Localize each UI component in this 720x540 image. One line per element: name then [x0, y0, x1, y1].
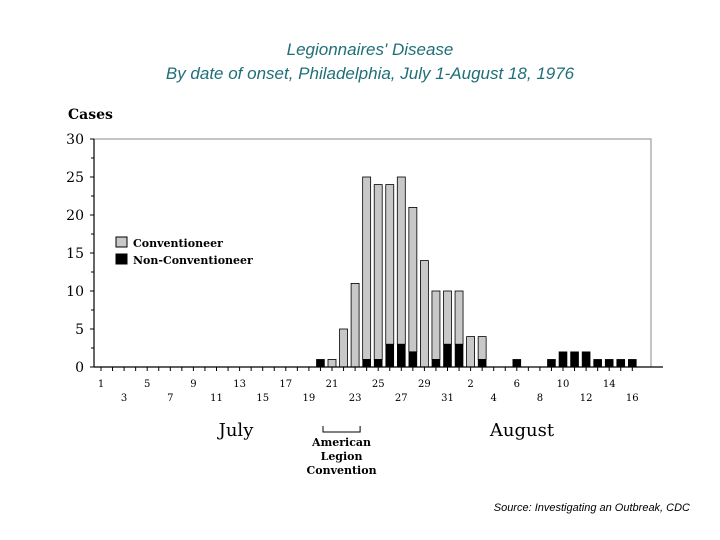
x-tick-label: 17: [279, 379, 292, 390]
convention-bracket: [322, 426, 361, 433]
x-tick-label: 8: [537, 393, 543, 404]
bar-non-conventioneer: [443, 343, 452, 368]
x-tick-label: 31: [441, 393, 454, 404]
x-tick-label: 9: [190, 379, 196, 390]
month-label-july: July: [217, 420, 255, 441]
x-tick-label: 29: [418, 379, 431, 390]
bar-non-conventioneer: [616, 359, 626, 368]
bar-conventioneer: [431, 290, 441, 360]
bar-non-conventioneer: [558, 351, 568, 368]
bar-conventioneer: [373, 184, 383, 360]
convention-annotation-line: Legion: [321, 450, 363, 463]
x-tick-label: 14: [603, 379, 616, 390]
x-tick-label: 10: [557, 379, 570, 390]
bar-non-conventioneer: [431, 359, 441, 368]
bar-conventioneer: [327, 358, 337, 368]
y-tick-label: 25: [66, 170, 84, 186]
month-label-august: August: [489, 420, 555, 441]
bar-conventioneer: [454, 290, 464, 345]
bar-non-conventioneer: [512, 359, 522, 368]
legend-swatch-non-conventioneer: [115, 253, 128, 265]
bar-non-conventioneer: [477, 359, 487, 368]
bar-non-conventioneer: [570, 351, 579, 368]
y-tick-label: 30: [66, 132, 84, 148]
x-tick-label: 11: [210, 393, 223, 404]
x-tick-label: 23: [349, 393, 362, 404]
bar-conventioneer: [477, 336, 487, 360]
bar-conventioneer: [408, 206, 418, 353]
y-tick-label: 0: [75, 360, 84, 376]
x-tick-label: 1: [98, 379, 104, 390]
bar-non-conventioneer: [396, 343, 406, 368]
source-note: Source: Investigating an Outbreak, CDC: [493, 502, 690, 514]
x-tick-label: 27: [395, 393, 408, 404]
bar-conventioneer: [385, 184, 395, 345]
x-tick-label: 15: [256, 393, 269, 404]
x-tick-label: 7: [167, 393, 173, 404]
bar-non-conventioneer: [454, 343, 464, 368]
x-tick-label: 21: [326, 379, 339, 390]
legend-swatch-conventioneer: [115, 236, 128, 248]
bar-non-conventioneer: [547, 359, 556, 368]
bar-non-conventioneer: [581, 351, 591, 368]
x-tick-label: 25: [372, 379, 385, 390]
x-tick-label: 5: [144, 379, 150, 390]
y-tick-label: 5: [75, 322, 84, 338]
convention-annotation-line: American: [311, 436, 371, 449]
bar-non-conventioneer: [373, 359, 383, 368]
convention-annotation-line: Convention: [307, 464, 377, 477]
y-axis-label: Cases: [68, 107, 113, 123]
bar-non-conventioneer: [593, 359, 602, 368]
bar-non-conventioneer: [316, 359, 325, 368]
legend-label-conventioneer: Conventioneer: [133, 237, 223, 250]
x-tick-label: 2: [467, 379, 473, 390]
bar-conventioneer: [396, 176, 406, 345]
bar-conventioneer: [339, 328, 348, 368]
bar-conventioneer: [443, 290, 452, 345]
y-tick-label: 15: [66, 246, 84, 262]
chart-title: Legionnaires' Disease: [286, 40, 454, 59]
bar-non-conventioneer: [604, 359, 614, 368]
bar-conventioneer: [350, 282, 360, 368]
plot-frame: [93, 138, 652, 368]
x-tick-label: 13: [233, 379, 246, 390]
x-tick-label: 16: [626, 393, 639, 404]
bar-non-conventioneer: [627, 359, 637, 368]
y-tick-label: 10: [66, 284, 84, 300]
x-tick-label: 4: [491, 393, 497, 404]
x-tick-label: 19: [303, 393, 316, 404]
bar-conventioneer: [362, 176, 372, 360]
bar-conventioneer: [466, 336, 476, 368]
bar-non-conventioneer: [362, 359, 371, 368]
bar-non-conventioneer: [385, 343, 395, 368]
bar-non-conventioneer: [408, 351, 418, 368]
legend-label-non-conventioneer: Non-Conventioneer: [133, 254, 253, 267]
x-tick-label: 6: [514, 379, 520, 390]
y-tick-label: 20: [66, 208, 84, 224]
x-tick-label: 3: [121, 393, 127, 404]
chart-subtitle: By date of onset, Philadelphia, July 1-A…: [165, 64, 575, 83]
x-tick-label: 12: [580, 393, 593, 404]
bar-conventioneer: [419, 260, 429, 368]
